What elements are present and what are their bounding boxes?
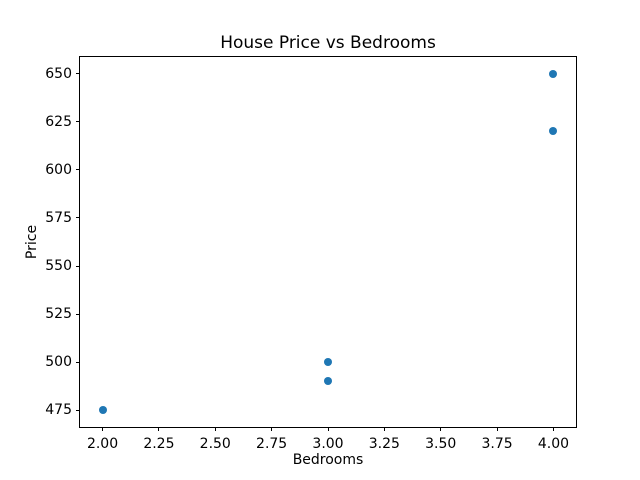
y-tick-label: 625 bbox=[45, 113, 72, 130]
y-tick-mark bbox=[76, 73, 80, 75]
x-tick-mark bbox=[271, 427, 273, 431]
data-point bbox=[549, 127, 558, 136]
y-tick-mark bbox=[76, 409, 80, 411]
x-tick-label: 3.25 bbox=[368, 436, 400, 452]
x-tick-mark bbox=[496, 427, 498, 431]
chart-title: House Price vs Bedrooms bbox=[220, 33, 436, 53]
y-tick-label: 650 bbox=[45, 65, 72, 82]
x-tick-mark bbox=[327, 427, 329, 431]
data-point bbox=[549, 69, 558, 78]
x-tick-mark bbox=[383, 427, 385, 431]
x-tick-mark bbox=[102, 427, 104, 431]
y-axis-label: Price bbox=[24, 224, 40, 260]
y-tick-label: 500 bbox=[45, 354, 72, 371]
x-axis-label: Bedrooms bbox=[292, 452, 364, 468]
y-tick-label: 600 bbox=[45, 161, 72, 178]
x-tick-mark bbox=[158, 427, 160, 431]
y-tick-label: 525 bbox=[45, 306, 72, 323]
y-tick-mark bbox=[76, 361, 80, 363]
x-tick-label: 2.25 bbox=[143, 436, 175, 452]
x-tick-mark bbox=[552, 427, 554, 431]
x-tick-label: 2.75 bbox=[256, 436, 288, 452]
data-point bbox=[324, 377, 332, 386]
x-tick-label: 4.00 bbox=[537, 436, 570, 452]
x-tick-mark bbox=[440, 427, 442, 431]
y-tick-label: 575 bbox=[45, 209, 72, 226]
x-tick-mark bbox=[214, 427, 216, 431]
y-tick-mark bbox=[76, 121, 80, 123]
x-tick-label: 3.50 bbox=[425, 436, 457, 452]
x-tick-label: 2.50 bbox=[199, 436, 231, 452]
y-tick-mark bbox=[76, 265, 80, 267]
y-tick-mark bbox=[76, 169, 80, 171]
x-tick-label: 3.75 bbox=[481, 436, 513, 452]
y-tick-label: 550 bbox=[45, 258, 72, 275]
plot-area: 2.00 2.25 2.50 2.75 3.00 3.25 3.50 3.75 4.00 475 5… bbox=[45, 56, 577, 452]
data-point bbox=[98, 406, 107, 415]
data-point bbox=[324, 358, 332, 367]
plot-frame bbox=[79, 56, 577, 428]
x-tick-label: 3.00 bbox=[312, 436, 344, 452]
y-tick-mark bbox=[76, 217, 80, 219]
x-tick-label: 2.00 bbox=[86, 436, 119, 452]
y-tick-label: 475 bbox=[45, 402, 72, 419]
y-tick-mark bbox=[76, 313, 80, 315]
